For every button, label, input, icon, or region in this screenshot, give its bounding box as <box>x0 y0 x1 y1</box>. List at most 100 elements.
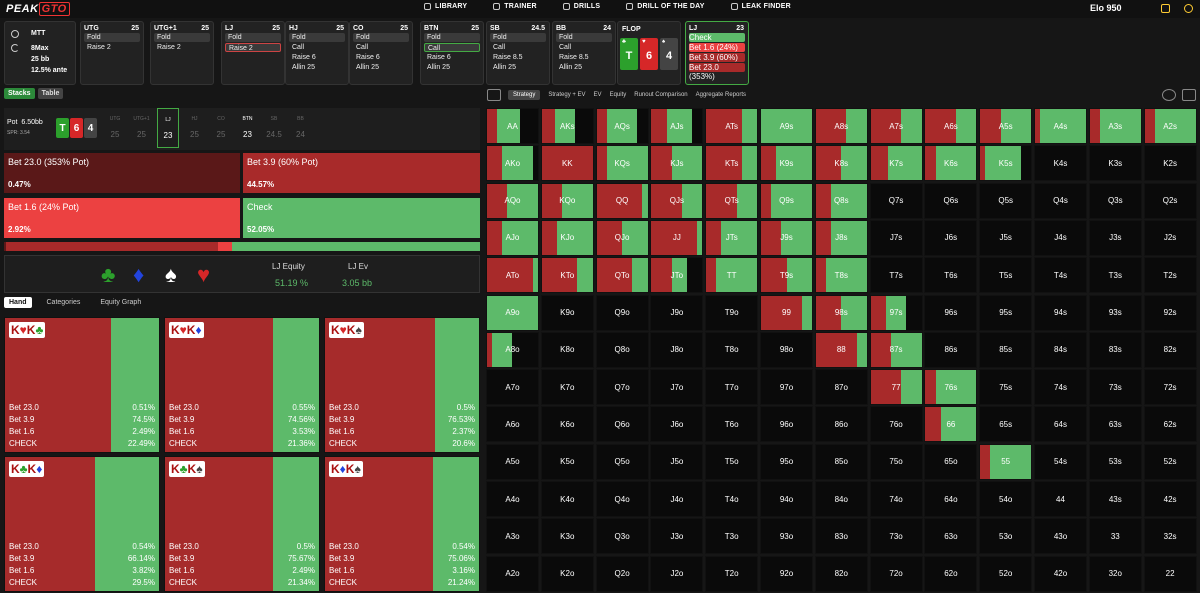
range-cell[interactable]: AJs <box>650 108 704 144</box>
range-cell[interactable]: 32o <box>1088 555 1142 592</box>
lj-action-0[interactable]: Check <box>689 33 745 42</box>
notification-icon[interactable] <box>1161 4 1170 13</box>
range-cell[interactable]: KTo <box>540 257 594 294</box>
range-cell[interactable]: K9o <box>540 294 594 331</box>
range-cell[interactable]: Q5s <box>979 182 1033 219</box>
range-cell[interactable]: T7o <box>705 369 759 406</box>
tab-table[interactable]: Table <box>37 88 64 99</box>
range-cell[interactable]: 82s <box>1143 331 1197 368</box>
range-cell[interactable]: J9s <box>760 219 813 256</box>
combo-card[interactable]: K♥K♦ Bet 23.0 0.55% Bet 3.9 74.56% Bet 1.6 3.5… <box>164 317 320 453</box>
range-cell[interactable]: 54s <box>1034 443 1087 480</box>
range-cell[interactable]: K8o <box>540 331 594 368</box>
range-cell[interactable]: K5o <box>540 443 594 480</box>
lj-action-1[interactable]: Bet 1.6 (24%) <box>689 43 745 52</box>
seat-action-raise-6[interactable]: Raise 6 <box>427 54 451 61</box>
range-cell[interactable]: A8o <box>486 331 539 368</box>
range-cell[interactable]: Q8s <box>814 182 868 219</box>
range-cell[interactable]: KQs <box>595 145 649 182</box>
seat-action-allin-25[interactable]: Allin 25 <box>427 64 450 71</box>
range-cell[interactable]: 75o <box>869 443 923 480</box>
range-cell[interactable]: J7o <box>650 369 704 406</box>
seat-sb[interactable]: SB 24.5 Fold Call Raise 8.5 Allin 25 <box>486 21 550 85</box>
seat-action-raise-8.5[interactable]: Raise 8.5 <box>559 54 589 61</box>
combo-card[interactable]: K♦K♠ Bet 23.0 0.54% Bet 3.9 75.06% Bet 1.6 3.1… <box>324 456 480 592</box>
tab-aggregate-reports[interactable]: Aggregate Reports <box>695 92 746 98</box>
tab-categories[interactable]: Categories <box>46 299 81 306</box>
range-cell[interactable]: 52o <box>979 555 1033 592</box>
range-cell[interactable]: 93s <box>1088 294 1142 331</box>
range-cell[interactable]: 42o <box>1034 555 1087 592</box>
range-cell[interactable]: 74o <box>869 481 923 517</box>
range-cell[interactable]: JTo <box>650 257 704 294</box>
table-view-icon[interactable] <box>487 89 501 101</box>
range-cell[interactable]: 73o <box>869 518 923 555</box>
position-sb[interactable]: SB 24.5 <box>263 108 285 148</box>
range-cell[interactable]: 22 <box>1143 555 1197 592</box>
tab-strategy-ev[interactable]: Strategy + EV <box>548 92 586 98</box>
seat-co[interactable]: CO 25 Fold Call Raise 6 Allin 25 <box>349 21 413 85</box>
range-cell[interactable]: A7o <box>486 369 539 406</box>
position-co[interactable]: CO 25 <box>210 108 232 148</box>
range-cell[interactable]: K3s <box>1088 145 1142 182</box>
range-cell[interactable]: 76o <box>869 406 923 443</box>
range-cell[interactable]: 84s <box>1034 331 1087 368</box>
range-cell[interactable]: J7s <box>869 219 923 256</box>
range-cell[interactable]: Q3o <box>595 518 649 555</box>
range-cell[interactable]: A8s <box>814 108 868 144</box>
range-cell[interactable]: A2s <box>1143 108 1197 144</box>
range-cell[interactable]: Q4s <box>1034 182 1087 219</box>
action-box-3[interactable]: Check 52.05% <box>243 198 480 238</box>
range-cell[interactable]: Q6o <box>595 406 649 443</box>
range-cell[interactable]: 65o <box>924 443 978 480</box>
range-cell[interactable]: 92s <box>1143 294 1197 331</box>
range-cell[interactable]: 98s <box>814 294 868 331</box>
seat-hj[interactable]: HJ 25 Fold Call Raise 6 Allin 25 <box>285 21 349 85</box>
range-cell[interactable]: J3s <box>1088 219 1142 256</box>
range-cell[interactable]: K4o <box>540 481 594 517</box>
range-cell[interactable]: 32s <box>1143 518 1197 555</box>
range-cell[interactable]: J6s <box>924 219 978 256</box>
seat-btn[interactable]: BTN 25 Fold Call Raise 6 Allin 25 <box>420 21 484 85</box>
range-cell[interactable]: K6s <box>924 145 978 182</box>
seat-action-fold[interactable]: Fold <box>424 33 480 42</box>
range-cell[interactable]: 84o <box>814 481 868 517</box>
nav-library[interactable]: LIBRARY <box>424 3 467 10</box>
share-icon[interactable] <box>1162 89 1176 101</box>
range-cell[interactable]: A9o <box>486 294 539 331</box>
range-cell[interactable]: A5o <box>486 443 539 480</box>
seat-action-fold[interactable]: Fold <box>289 33 345 42</box>
range-cell[interactable]: 43o <box>1034 518 1087 555</box>
range-cell[interactable]: J5s <box>979 219 1033 256</box>
range-cell[interactable]: 97o <box>760 369 813 406</box>
range-cell[interactable]: AJo <box>486 219 539 256</box>
tab-equity-graph[interactable]: Equity Graph <box>100 299 142 306</box>
range-cell[interactable]: Q7s <box>869 182 923 219</box>
seat-action-raise-6[interactable]: Raise 6 <box>292 54 316 61</box>
range-cell[interactable]: 93o <box>760 518 813 555</box>
range-cell[interactable]: 82o <box>814 555 868 592</box>
range-cell[interactable]: T9s <box>760 257 813 294</box>
range-cell[interactable]: 66 <box>924 406 978 443</box>
tab-runout-comparison[interactable]: Runout Comparison <box>634 92 688 98</box>
range-cell[interactable]: Q4o <box>595 481 649 517</box>
seat-bb[interactable]: BB 24 Fold Call Raise 8.5 Allin 25 <box>552 21 616 85</box>
range-cell[interactable]: 54o <box>979 481 1033 517</box>
range-cell[interactable]: 86s <box>924 331 978 368</box>
range-cell[interactable]: T5o <box>705 443 759 480</box>
range-cell[interactable]: 96s <box>924 294 978 331</box>
range-cell[interactable]: 83o <box>814 518 868 555</box>
range-cell[interactable]: 87o <box>814 369 868 406</box>
range-cell[interactable]: K3o <box>540 518 594 555</box>
range-cell[interactable]: 65s <box>979 406 1033 443</box>
range-cell[interactable]: 63o <box>924 518 978 555</box>
range-cell[interactable]: Q9o <box>595 294 649 331</box>
refresh-icon[interactable] <box>11 44 19 52</box>
tab-equity[interactable]: Equity <box>609 92 627 98</box>
range-cell[interactable]: J8s <box>814 219 868 256</box>
lj-action-2[interactable]: Bet 3.9 (60%) <box>689 53 745 62</box>
range-cell[interactable]: ATs <box>705 108 759 144</box>
range-cell[interactable]: A2o <box>486 555 539 592</box>
combo-card[interactable]: K♣K♠ Bet 23.0 0.5% Bet 3.9 75.67% Bet 1.6 2.49… <box>164 456 320 592</box>
seat-action-call[interactable]: Call <box>356 44 369 51</box>
